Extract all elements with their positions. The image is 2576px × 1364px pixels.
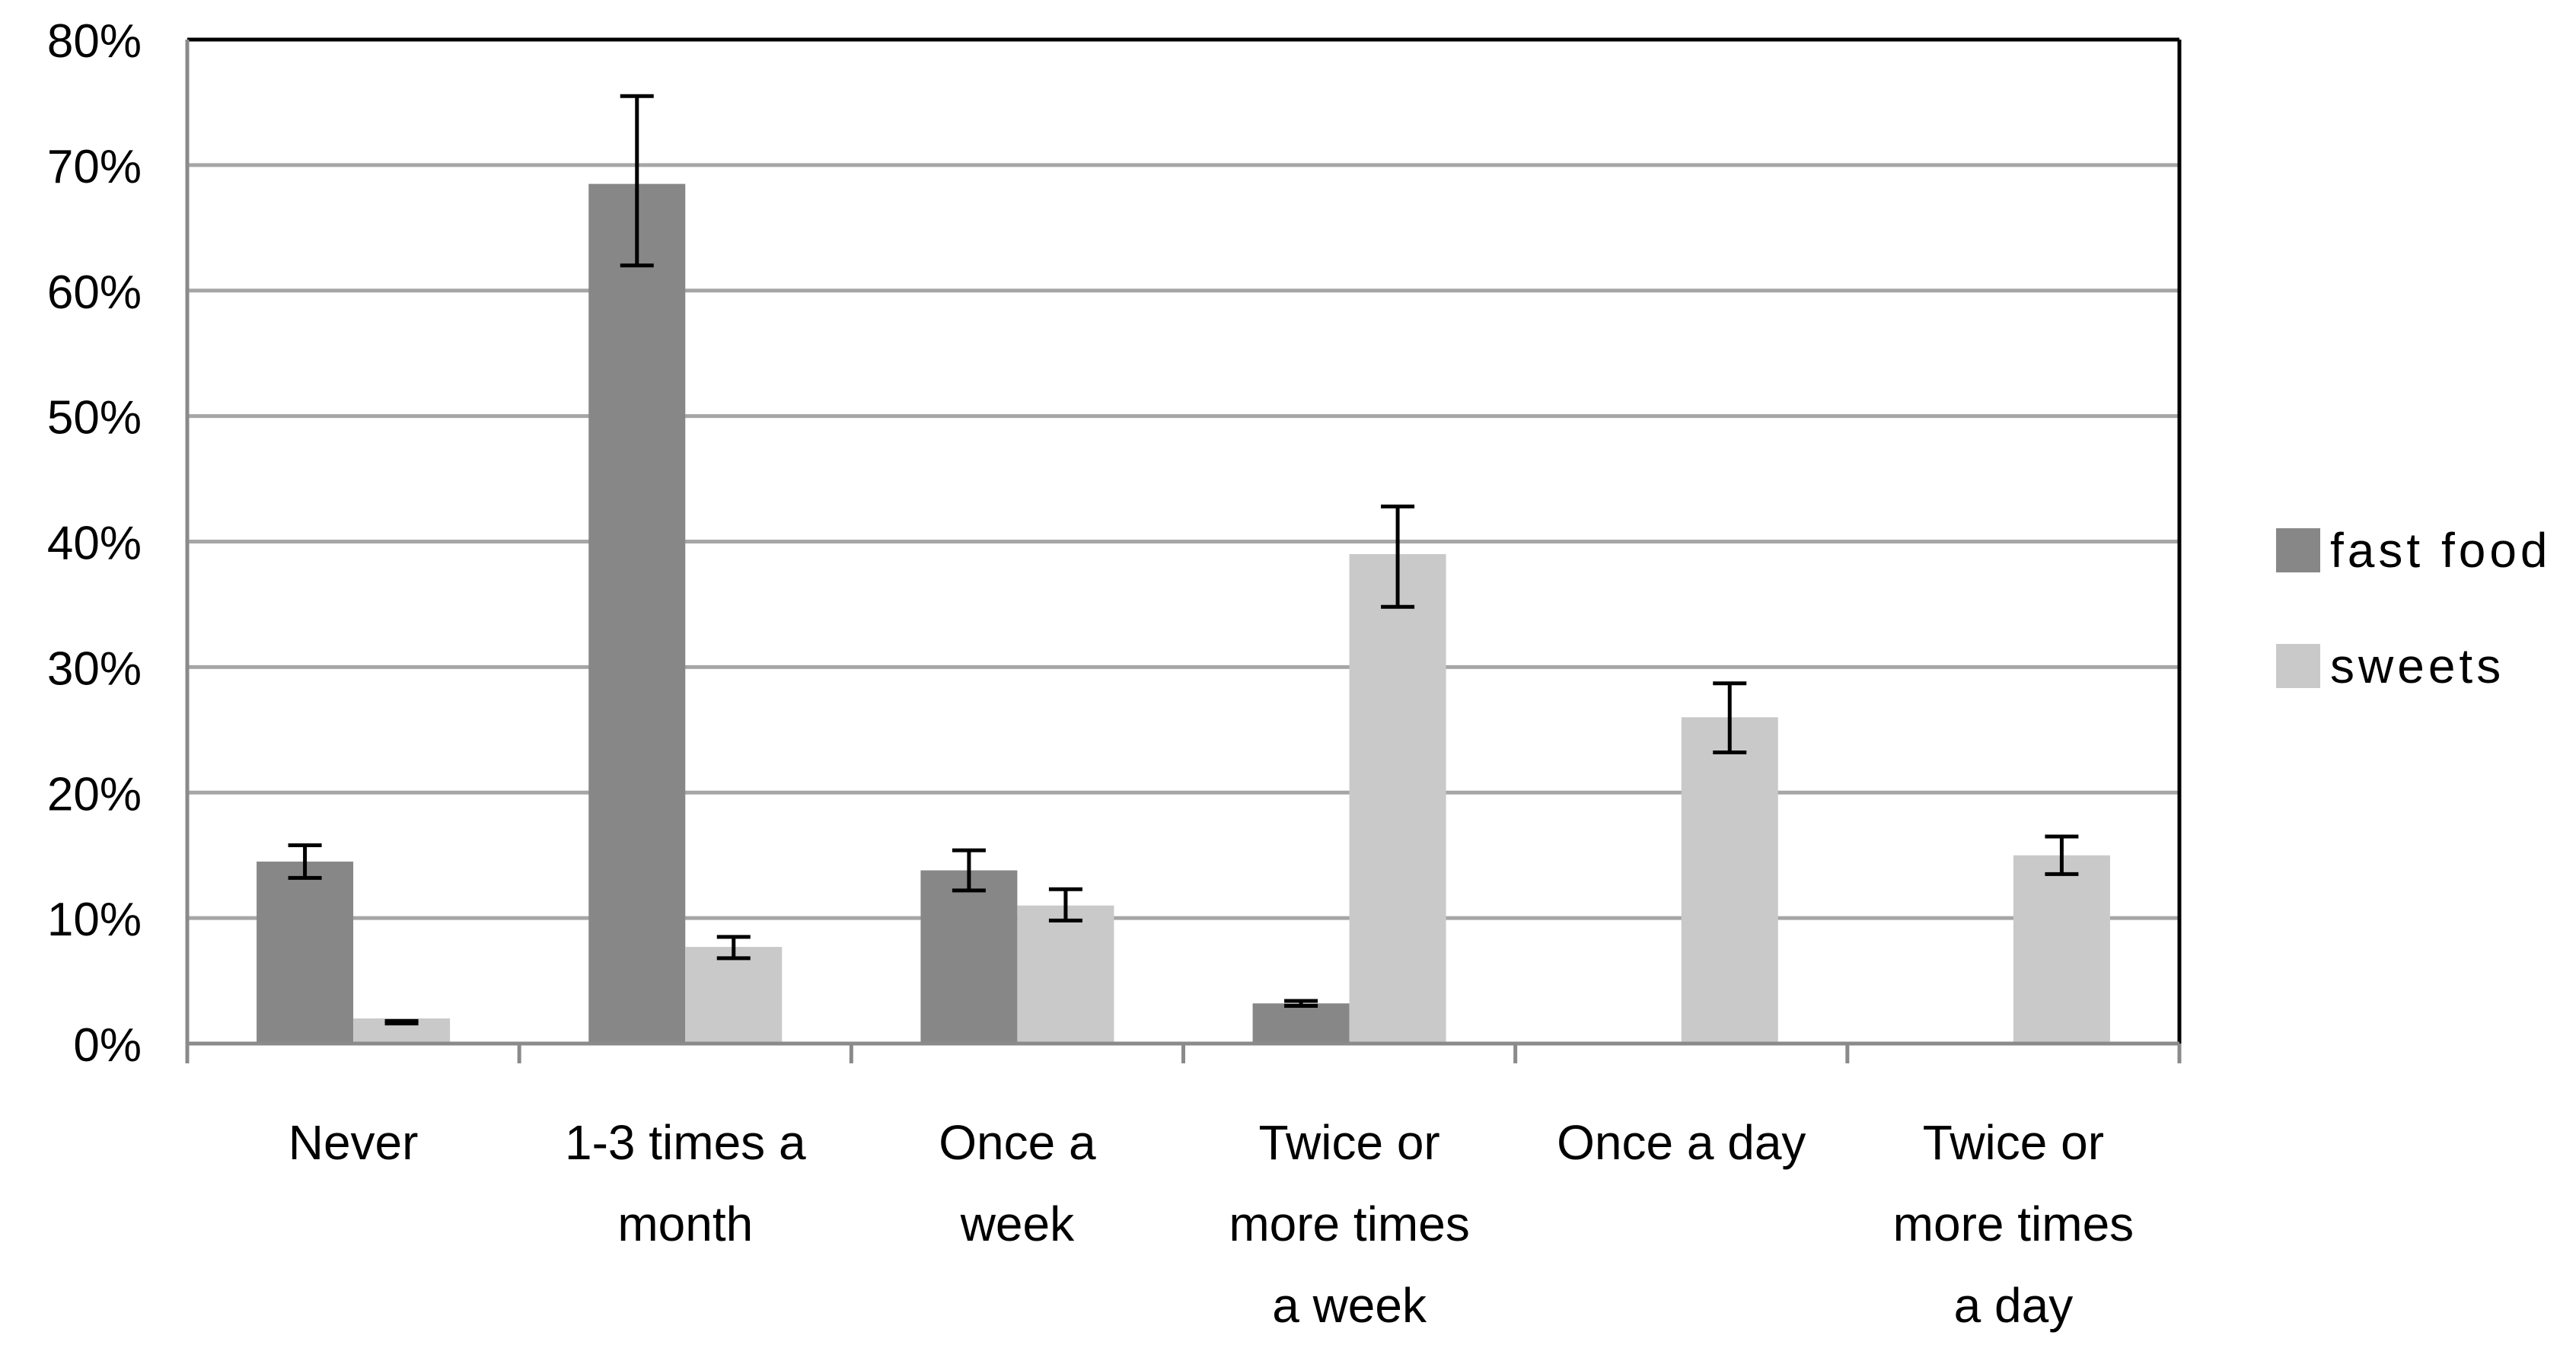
x-category-label: Twice or xyxy=(1258,1115,1439,1170)
x-category-label: Once a day xyxy=(1557,1115,1806,1170)
y-axis-tick-labels: 0% 10% 20% 30% 40% 50% 60% 70% 80% xyxy=(47,15,142,1072)
y-tick-label: 30% xyxy=(47,642,142,695)
error-bars xyxy=(288,94,2079,1026)
error-bar xyxy=(716,935,751,961)
error-bar xyxy=(384,1018,419,1026)
x-category-label: 1-3 times a xyxy=(565,1115,806,1170)
x-category-label: more times xyxy=(1229,1197,1470,1251)
x-axis-category-labels: Never 1-3 times a month Once a week Twice or m… xyxy=(289,1115,2134,1333)
error-bar xyxy=(1048,887,1082,923)
error-bar xyxy=(952,848,986,893)
y-tick-label: 20% xyxy=(47,768,142,821)
error-bar xyxy=(288,843,322,880)
x-category-label: a week xyxy=(1272,1278,1427,1333)
legend-label: fast food xyxy=(2330,523,2552,578)
error-bar xyxy=(1284,999,1318,1009)
y-tick-label: 40% xyxy=(47,518,142,570)
bars xyxy=(257,183,2110,1044)
y-tick-label: 10% xyxy=(47,894,142,946)
bar-sweets xyxy=(1017,905,1114,1044)
error-bar xyxy=(2045,834,2079,876)
bar-sweets xyxy=(685,947,783,1044)
bar-fast-food xyxy=(920,870,1018,1044)
bar-fast-food xyxy=(588,183,686,1044)
y-tick-label: 70% xyxy=(47,141,142,193)
y-tick-label: 50% xyxy=(47,392,142,445)
x-category-label: Twice or xyxy=(1923,1115,2104,1170)
legend-swatch-sweets xyxy=(2276,644,2320,688)
x-category-label: month xyxy=(617,1197,753,1251)
legend: fast food sweets xyxy=(2276,523,2552,693)
legend-label: sweets xyxy=(2330,639,2504,693)
y-tick-label: 60% xyxy=(47,266,142,319)
x-category-label: week xyxy=(960,1197,1075,1251)
x-category-label: Never xyxy=(289,1115,419,1170)
bar-sweets xyxy=(1681,717,1778,1044)
x-category-label: a day xyxy=(1954,1278,2074,1333)
bar-sweets xyxy=(2013,855,2110,1044)
error-bar xyxy=(620,94,654,268)
y-tick-label: 80% xyxy=(47,15,142,68)
legend-swatch-fast-food xyxy=(2276,528,2320,572)
y-tick-label: 0% xyxy=(73,1019,142,1072)
error-bar xyxy=(1713,681,1747,754)
bar-sweets xyxy=(1349,553,1446,1044)
bar-fast-food xyxy=(257,861,354,1044)
x-category-label: more times xyxy=(1893,1197,2134,1251)
bar-fast-food xyxy=(1252,1003,1350,1044)
x-category-label: Once a xyxy=(939,1115,1096,1170)
plot-frame xyxy=(185,37,2182,1063)
error-bar xyxy=(1381,504,1415,609)
